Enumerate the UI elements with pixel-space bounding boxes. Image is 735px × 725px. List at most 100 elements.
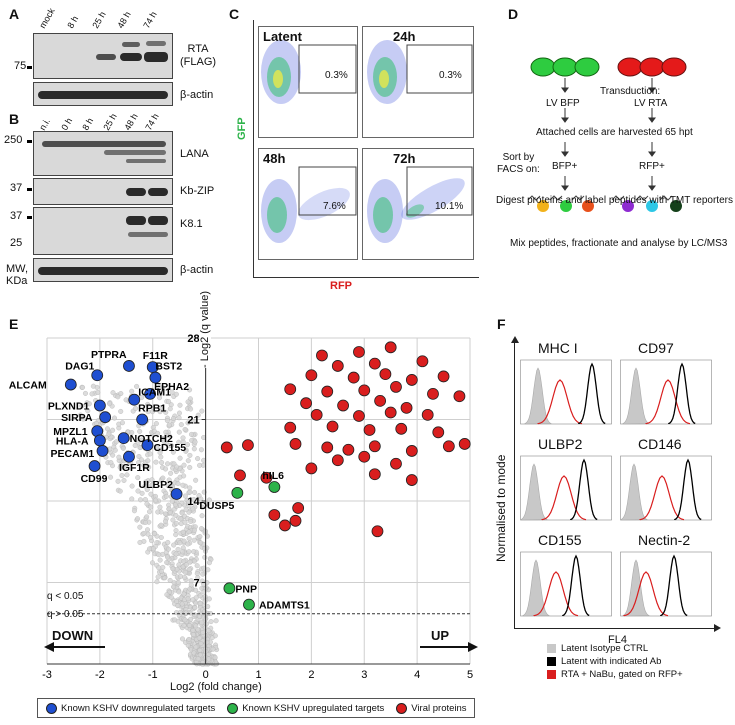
blot-rta [33,33,173,79]
volcano-ylabel: - Log2 (q value) [199,290,211,368]
background-point [202,554,208,560]
background-point [177,402,183,408]
background-point [131,508,138,514]
background-point [186,549,192,555]
background-point [193,587,199,593]
background-point [185,399,191,405]
facs-density-72h [367,166,473,243]
facs-plot-48h: 48h 7.6% [258,148,358,260]
background-point [165,539,171,546]
flow-yaxis-line [253,20,254,278]
hist-xaxis-line [514,628,716,629]
background-point [198,447,204,453]
hist-yaxis-line [514,340,515,628]
background-point [177,540,183,546]
histogram-title: CD146 [638,436,682,452]
point-label: DAG1 [65,360,94,372]
background-point [149,560,156,566]
background-point [201,589,207,595]
histogram-frame [520,551,612,617]
histogram-cd97: CD97 [620,338,712,430]
volcano-legend: Known KSHV downregulated targets Known K… [37,698,475,718]
latent-histogram [668,362,696,425]
background-point [178,516,184,522]
downregulated-target-point [123,450,135,463]
background-point [191,446,197,452]
background-point [129,429,135,436]
background-point [166,422,172,428]
background-point [143,479,149,485]
viral-protein-point [284,383,297,396]
viral-protein-point [289,514,302,527]
blot-lana [33,131,173,176]
histogram-frame [620,551,712,617]
viral-protein-point [390,381,402,393]
background-point [190,418,196,424]
background-point [124,472,130,478]
rta-histogram [533,571,579,617]
histogram-frame [520,359,612,425]
hist-yaxis-arrow [511,336,519,343]
background-point [198,526,204,532]
up-label: UP [431,628,450,643]
background-point [175,546,181,552]
point-label: BST2 [155,361,182,373]
background-point [159,459,165,466]
hist-ylabel: Normalised to mode [494,454,508,562]
y-tick-label: 14 [187,496,200,508]
downregulated-target-point [93,434,106,447]
lane-label: 48 h [115,9,133,30]
background-point [134,383,140,389]
background-point [185,541,191,547]
background-point [185,420,191,426]
background-point [169,484,175,490]
background-point [82,390,89,396]
histogram-ulbp2: ULBP2 [520,434,612,526]
background-point [186,499,192,505]
histogram-cd146: CD146 [620,434,712,526]
background-point [188,578,194,584]
legend-swatch-latent [547,657,556,666]
background-point [170,449,176,455]
point-label: NOTCH2 [130,433,173,445]
background-point [176,429,182,435]
background-point [199,408,205,414]
isotype-histogram [520,463,549,521]
legend-item: Viral proteins [396,702,467,714]
background-point [171,584,177,590]
background-point [165,546,171,552]
background-point [206,560,212,566]
legend-label: Known KSHV upregulated targets [242,702,385,714]
mix-label: Mix peptides, fractionate and analyse by… [510,238,728,249]
background-point [117,488,123,494]
background-point [152,531,158,537]
hist-xlabel: FL4 [608,634,627,646]
lane-label: 48 h [122,111,140,132]
background-point [154,579,160,585]
blot-label-rta-line1: RTA [187,43,209,55]
background-point [185,642,191,648]
legend-marker-viral [396,702,408,714]
background-point [162,575,168,581]
downregulated-target-point [123,360,135,372]
background-point [202,546,208,552]
hist-xaxis-arrow [714,624,721,632]
latent-histogram [562,554,590,617]
background-point [197,647,203,653]
histogram-frame [620,455,712,521]
background-point [80,416,86,422]
x-tick-label: 1 [255,669,261,681]
viral-protein-point [242,439,254,452]
background-point [148,534,154,541]
background-point [195,456,201,462]
x-tick-label: -2 [95,669,105,681]
background-point [118,391,124,397]
lane-label: mock [37,6,57,30]
background-point [162,466,169,472]
background-point [197,601,203,607]
background-point [199,620,205,626]
x-tick-label: 0 [203,669,209,681]
background-point [200,571,206,577]
background-point [139,437,145,443]
